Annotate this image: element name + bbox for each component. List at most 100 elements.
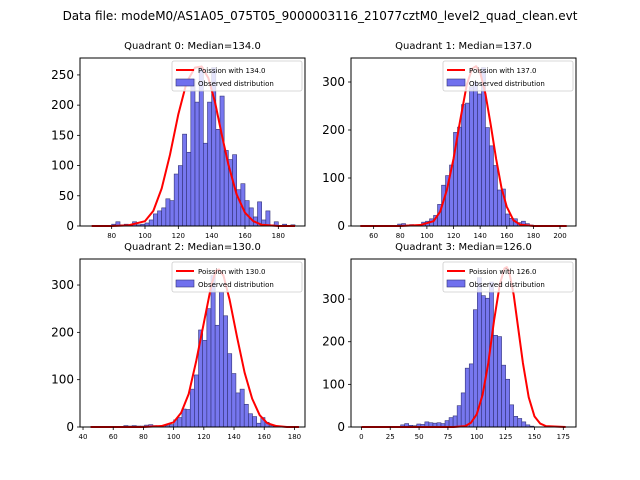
- histogram-bar: [169, 200, 175, 227]
- histogram-bar: [497, 336, 502, 428]
- x-tick-label: 0: [359, 433, 363, 441]
- histogram-bar: [203, 142, 208, 227]
- histogram-bar: [457, 126, 462, 227]
- histogram-bar: [485, 127, 490, 227]
- y-tick-label: 200: [322, 335, 345, 349]
- histogram-bar: [186, 151, 192, 227]
- histogram-bar: [473, 309, 478, 428]
- x-tick-label: 180: [527, 232, 540, 240]
- x-tick-label: 100: [420, 232, 433, 240]
- axes-frame: [79, 57, 306, 227]
- legend-bar-swatch: [446, 78, 466, 87]
- figure-suptitle: Data file: modeM0/AS1A05_075T05_90000031…: [62, 9, 578, 23]
- x-tick-label: 120: [447, 232, 460, 240]
- histogram-bar: [194, 374, 199, 428]
- histogram-bar: [206, 308, 212, 428]
- y-tick-label: 0: [66, 219, 74, 233]
- x-tick-label: 100: [167, 433, 180, 441]
- histogram-bar: [243, 403, 249, 428]
- x-tick-label: 125: [499, 433, 512, 441]
- y-tick-label: 100: [51, 373, 74, 387]
- histogram-bar: [493, 165, 498, 227]
- x-tick-label: 75: [443, 433, 452, 441]
- x-tick-label: 120: [197, 433, 210, 441]
- subplot-title: Quadrant 3: Median=126.0: [395, 242, 532, 253]
- x-tick-label: 180: [288, 433, 301, 441]
- axes-frame: [350, 258, 577, 428]
- x-tick-label: 160: [258, 433, 271, 441]
- legend-box: [442, 261, 574, 293]
- subplot-title: Quadrant 1: Median=137.0: [395, 41, 532, 52]
- histogram-bar: [461, 104, 466, 227]
- x-tick-label: 140: [227, 433, 240, 441]
- y-tick-label: 250: [51, 68, 74, 82]
- x-tick-label: 60: [369, 232, 378, 240]
- histogram-bar: [189, 388, 195, 428]
- histogram-bar: [178, 165, 183, 227]
- histogram-bar: [456, 405, 462, 428]
- histogram-bar: [509, 404, 514, 428]
- histogram-bar: [460, 392, 466, 428]
- histogram-bar: [161, 207, 167, 227]
- histogram-bar: [505, 213, 510, 227]
- histogram-bar: [239, 388, 245, 428]
- histogram-bar: [252, 416, 257, 428]
- histogram-bar: [265, 210, 271, 227]
- legend: Poission with 137.0 Observed distribution: [442, 60, 574, 92]
- subplot-quadrant-0: Quadrant 0: Median=134.0 80 100 120 140 160 1…: [51, 41, 306, 240]
- y-tick-label: 0: [337, 420, 345, 434]
- x-tick-label: 140: [473, 232, 486, 240]
- histogram-bar: [517, 418, 523, 428]
- histogram-bar: [190, 78, 196, 227]
- histogram-bar: [227, 353, 233, 428]
- x-tick-label: 50: [415, 433, 424, 441]
- histogram-bar: [468, 363, 474, 428]
- subplot-title: Quadrant 2: Median=130.0: [124, 242, 261, 253]
- histogram-bar: [513, 416, 519, 428]
- y-tick-label: 300: [322, 292, 345, 306]
- x-tick-label: 80: [396, 232, 405, 240]
- histogram-bar: [219, 95, 225, 227]
- histogram-bar: [452, 415, 458, 428]
- legend-box: [171, 60, 303, 92]
- histogram-bar: [185, 409, 191, 428]
- axes-frame: [79, 258, 306, 428]
- histogram-bar: [521, 421, 527, 428]
- legend-bar-swatch: [175, 279, 195, 288]
- histogram-bar: [256, 422, 262, 428]
- histogram-bar: [505, 378, 510, 428]
- y-tick-label: 50: [59, 189, 74, 203]
- legend: Poission with 130.0 Observed distribution: [171, 261, 303, 293]
- subplot-quadrant-2: Quadrant 2: Median=130.0 40 60 80 100 120 140…: [51, 242, 306, 441]
- histogram-bar: [477, 93, 482, 227]
- x-tick-label: 160: [500, 232, 513, 240]
- legend: Poission with 126.0 Observed distribution: [442, 261, 574, 293]
- histogram-bar: [248, 413, 253, 428]
- legend-label-poisson: Poission with 137.0: [469, 67, 537, 75]
- x-tick-label: 100: [138, 232, 151, 240]
- y-tick-label: 300: [322, 75, 345, 89]
- histogram-bar: [198, 67, 204, 227]
- histogram-bar: [465, 102, 470, 227]
- histogram-bar: [215, 129, 221, 227]
- histogram-bar: [153, 213, 158, 227]
- histogram-bar: [165, 198, 171, 227]
- x-tick-label: 120: [172, 232, 185, 240]
- histogram-bar: [223, 315, 228, 428]
- y-tick-label: 150: [51, 128, 74, 142]
- subplot-title: Quadrant 0: Median=134.0: [124, 41, 261, 52]
- x-tick-label: 150: [528, 433, 541, 441]
- y-tick-label: 0: [66, 420, 74, 434]
- legend-label-observed: Observed distribution: [198, 281, 274, 289]
- y-tick-label: 100: [322, 377, 345, 391]
- x-tick-label: 100: [470, 433, 483, 441]
- histogram-bar: [235, 392, 241, 428]
- legend: Poission with 134.0 Observed distribution: [171, 60, 303, 92]
- legend-box: [442, 60, 574, 92]
- histogram-bar: [173, 173, 179, 227]
- histogram-bars: [111, 67, 296, 227]
- y-tick-label: 200: [322, 123, 345, 137]
- histogram-bar: [207, 101, 212, 227]
- y-tick-label: 100: [322, 171, 345, 185]
